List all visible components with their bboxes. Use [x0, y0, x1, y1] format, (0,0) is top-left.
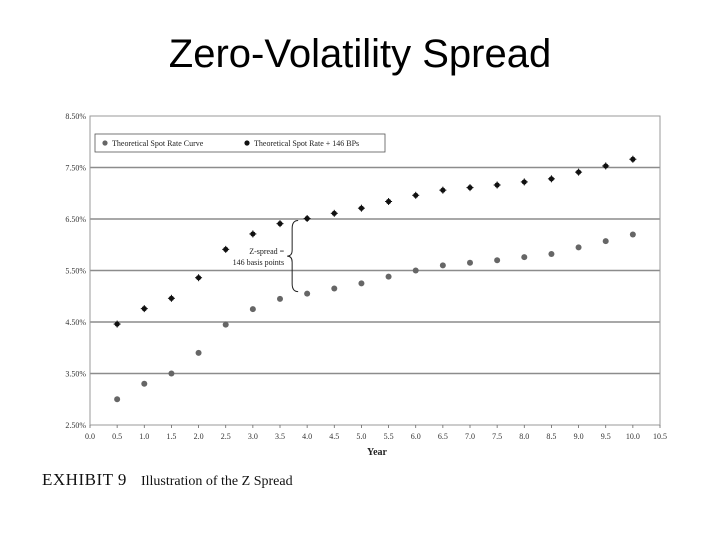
spot-rate-point: [304, 290, 311, 297]
z-spread-annotation: Z-spread = 146 basis points: [233, 219, 299, 293]
exhibit-number: EXHIBIT 9: [42, 470, 127, 489]
x-tick-label: 10.0: [626, 432, 640, 441]
spot-rate-point: [575, 244, 582, 251]
x-tick-label: 3.0: [248, 432, 258, 441]
x-tick-label: 5.0: [356, 432, 366, 441]
x-tick-label: 9.5: [601, 432, 611, 441]
y-tick-label: 3.50%: [65, 370, 86, 379]
spot-rate-point: [358, 280, 365, 287]
x-axis-label: Year: [367, 447, 388, 458]
x-tick-label: 8.0: [519, 432, 529, 441]
spot-rate-point: [114, 396, 121, 403]
spot-rate-point: [277, 295, 283, 302]
spot-rate-point: [195, 349, 202, 356]
spot-rate-point: [331, 285, 338, 292]
spot-rate-point: [548, 251, 555, 258]
spot-rate-point: [385, 273, 392, 280]
exhibit-caption-text: Illustration of the Z Spread: [140, 474, 293, 489]
spot-rate-point: [467, 259, 473, 266]
x-tick-label: 4.0: [302, 432, 312, 441]
axes: 2.50% 3.50% 4.50% 5.50% 6.50% 7.50% 8.50% 0.0 0.…: [65, 112, 667, 458]
y-tick-label: 5.50%: [65, 267, 86, 276]
x-tick-label: 7.5: [492, 432, 502, 441]
spot-rate-point: [168, 370, 175, 377]
spot-rate-point: [412, 267, 419, 274]
legend: Theoretical Spot Rate Curve Theoretical S…: [94, 133, 386, 153]
z-spread-brace: [287, 219, 299, 293]
legend-label-spot-rate: Theoretical Spot Rate Curve: [112, 139, 204, 148]
spot-rate-point: [494, 257, 501, 264]
z-spread-label-line2: 146 basis points: [233, 258, 285, 267]
spot-rate-point: [439, 262, 446, 269]
slide-title: Zero-Volatility Spread: [168, 32, 552, 76]
spot-rate-point: [629, 231, 636, 238]
grid-lines: [90, 115, 660, 426]
y-tick-label: 4.50%: [65, 318, 86, 327]
exhibit-caption: EXHIBIT 9 Illustration of the Z Spread: [42, 470, 293, 490]
x-tick-label: 2.0: [194, 432, 204, 441]
y-tick-label: 8.50%: [65, 112, 86, 121]
legend-marker-spot-rate: [102, 140, 108, 146]
z-spread-label-line1: Z-spread =: [249, 247, 284, 256]
x-tick-label: 1.0: [139, 432, 149, 441]
x-tick-label: 6.5: [438, 432, 448, 441]
legend-label-spot-rate-plus-spread: Theoretical Spot Rate + 146 BPs: [254, 139, 359, 148]
x-tick-label: 0.5: [112, 432, 122, 441]
y-tick-label: 2.50%: [65, 421, 86, 430]
z-spread-chart: 2.50% 3.50% 4.50% 5.50% 6.50% 7.50% 8.50% 0.0 0.…: [65, 112, 667, 458]
x-tick-label: 3.5: [275, 432, 285, 441]
y-tick-label: 6.50%: [65, 215, 86, 224]
legend-marker-spot-rate-plus-spread: [244, 140, 250, 146]
x-tick-label: 2.5: [221, 432, 231, 441]
x-tick-label: 8.5: [546, 432, 556, 441]
spot-rate-point: [249, 306, 256, 313]
x-tick-label: 5.5: [384, 432, 394, 441]
x-tick-label: 0.0: [85, 432, 95, 441]
y-tick-label: 7.50%: [65, 164, 86, 173]
spot-rate-point: [521, 254, 528, 261]
x-tick-label: 1.5: [166, 432, 176, 441]
x-tick-label: 6.0: [411, 432, 421, 441]
spot-rate-point: [602, 238, 609, 245]
spot-rate-point: [222, 321, 229, 328]
plot-frame: [89, 115, 661, 426]
x-tick-label: 4.5: [329, 432, 339, 441]
x-tick-label: 10.5: [653, 432, 667, 441]
x-tick-label: 9.0: [574, 432, 584, 441]
data-points: [113, 155, 637, 403]
x-tick-label: 7.0: [465, 432, 475, 441]
spot-rate-point: [141, 380, 148, 387]
legend-box: [94, 133, 386, 153]
